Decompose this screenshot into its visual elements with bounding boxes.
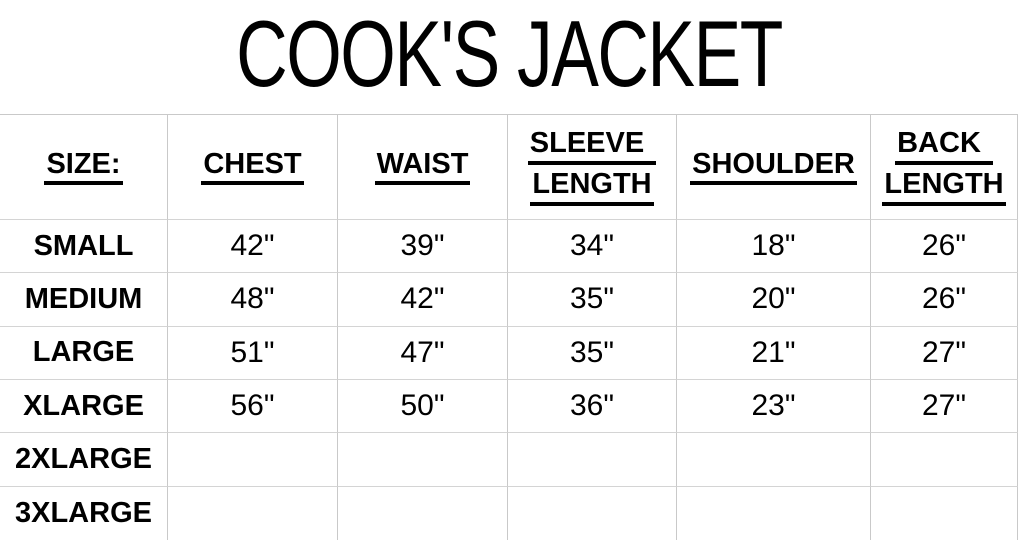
back-cell-medium: 26": [871, 273, 1018, 327]
size-chart-table: SIZE: CHEST WAIST SLEEVE LENGTH SHOULDER…: [0, 114, 1018, 540]
back-cell-xlarge: 27": [871, 379, 1018, 434]
chest-cell-xlarge: 56": [168, 379, 338, 434]
size-cell-3xlarge: 3XLARGE: [0, 486, 168, 540]
shoulder-cell-large: 21": [677, 326, 871, 380]
size-cell-small: SMALL: [0, 220, 168, 274]
header-label-sleeve-length-line2: LENGTH: [530, 168, 654, 206]
chest-cell-medium: 48": [168, 273, 338, 327]
sleeve-cell-2xlarge: [508, 433, 677, 487]
waist-cell-3xlarge: [338, 486, 508, 540]
back-cell-3xlarge: [871, 486, 1018, 540]
waist-cell-large: 47": [338, 326, 508, 380]
header-cell-shoulder: SHOULDER: [677, 115, 871, 220]
back-cell-small: 26": [871, 220, 1018, 274]
chest-cell-small: 42": [168, 220, 338, 274]
sleeve-cell-xlarge: 36": [508, 379, 677, 434]
back-cell-large: 27": [871, 326, 1018, 380]
shoulder-cell-medium: 20": [677, 273, 871, 327]
waist-cell-2xlarge: [338, 433, 508, 487]
header-cell-sleeve-length: SLEEVE LENGTH: [508, 115, 677, 220]
header-label-sleeve: SLEEVE: [527, 127, 657, 165]
header-label-back-length-line2: LENGTH: [882, 168, 1006, 206]
sleeve-cell-small: 34": [508, 220, 677, 274]
sleeve-cell-large: 35": [508, 326, 677, 380]
chest-cell-2xlarge: [168, 433, 338, 487]
sleeve-cell-3xlarge: [508, 486, 677, 540]
size-cell-2xlarge: 2XLARGE: [0, 433, 168, 487]
header-cell-back-length: BACK LENGTH: [871, 115, 1018, 220]
chest-cell-3xlarge: [168, 486, 338, 540]
title-area: COOK'S JACKET: [0, 0, 1018, 114]
header-label-chest: CHEST: [201, 148, 304, 186]
waist-cell-small: 39": [338, 220, 508, 274]
size-cell-xlarge: XLARGE: [0, 379, 168, 434]
shoulder-cell-xlarge: 23": [677, 379, 871, 434]
header-label-shoulder: SHOULDER: [690, 148, 857, 186]
header-cell-size: SIZE:: [0, 115, 168, 220]
shoulder-cell-small: 18": [677, 220, 871, 274]
size-cell-medium: MEDIUM: [0, 273, 168, 327]
waist-cell-xlarge: 50": [338, 379, 508, 434]
shoulder-cell-2xlarge: [677, 433, 871, 487]
header-cell-waist: WAIST: [338, 115, 508, 220]
header-label-size: SIZE:: [44, 148, 123, 186]
header-cell-chest: CHEST: [168, 115, 338, 220]
back-cell-2xlarge: [871, 433, 1018, 487]
waist-cell-medium: 42": [338, 273, 508, 327]
header-label-back: BACK: [895, 127, 993, 165]
size-cell-large: LARGE: [0, 326, 168, 380]
page-title: COOK'S JACKET: [236, 1, 783, 106]
header-label-waist: WAIST: [374, 148, 471, 186]
shoulder-cell-3xlarge: [677, 486, 871, 540]
chest-cell-large: 51": [168, 326, 338, 380]
sleeve-cell-medium: 35": [508, 273, 677, 327]
